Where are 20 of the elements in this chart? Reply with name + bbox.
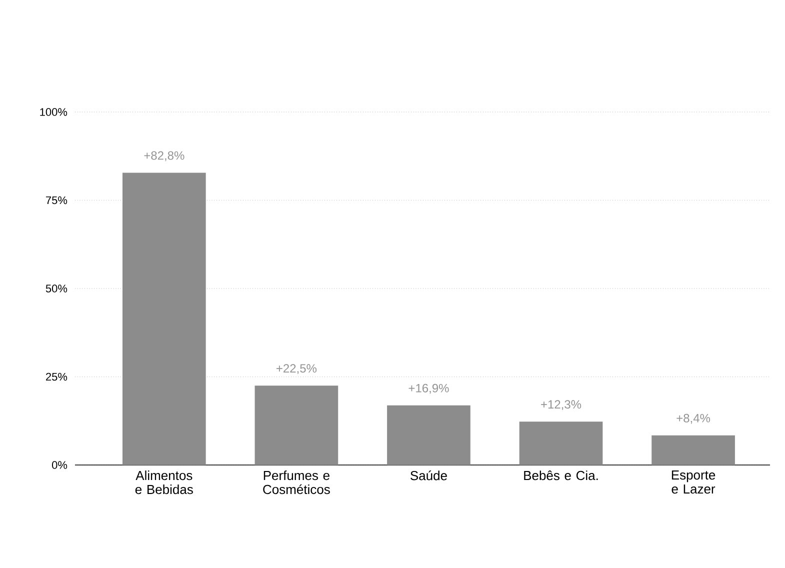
y-tick-label: 0% (52, 461, 68, 469)
x-tick-label: Saúde (410, 470, 447, 480)
data-label: +8,4% (676, 414, 710, 424)
x-tick-label: Perfumes e Cosméticos (263, 470, 330, 494)
data-label: +82,8% (144, 151, 184, 162)
bar (652, 435, 735, 465)
x-tick-label: Bebês e Cia. (524, 470, 598, 480)
bar (519, 422, 603, 465)
bar (387, 405, 470, 465)
y-tick-label: 75% (46, 196, 68, 204)
y-tick-label: 25% (46, 372, 68, 381)
y-tick-label: 50% (46, 284, 68, 292)
data-label: +22,5% (276, 364, 317, 374)
bar (122, 172, 206, 465)
data-label: +16,9% (408, 384, 449, 394)
y-tick-label: 100% (40, 108, 68, 116)
x-tick-label: Alimentos e Bebidas (135, 470, 193, 494)
x-tick-label: Esporte e Lazer (672, 470, 716, 494)
data-label: +12,3% (541, 400, 582, 410)
bar (254, 386, 338, 465)
